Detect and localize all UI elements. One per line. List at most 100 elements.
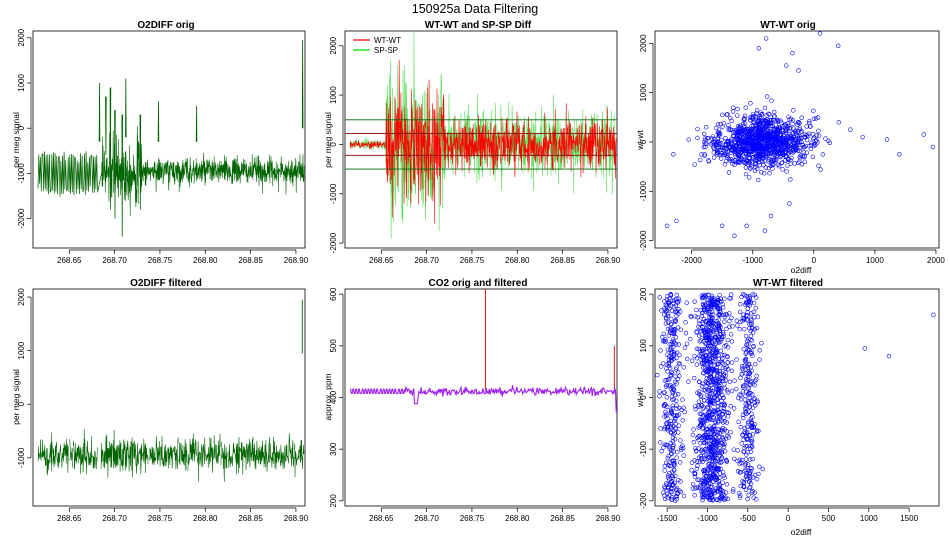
scatter-point [678,479,683,484]
scatter-point [668,322,674,327]
scatter-point [731,487,736,492]
scatter-point [734,160,739,165]
panel-o2diff-orig: O2DIFF orig per meg signal 268.65 268.70 2… [11,20,309,265]
scatter-point [770,141,776,147]
scatter-point [668,291,673,297]
scatter-point [679,407,684,412]
scatter-point [700,295,705,300]
scatter-point [681,365,686,370]
scatter-point [669,316,674,322]
scatter-point [740,318,745,324]
y-tick-label: 1000 [17,341,26,359]
scatter-point [735,106,740,112]
scatter-point [751,343,756,349]
scatter-point [676,430,681,435]
scatter-point [742,326,747,332]
scatter-point [680,418,685,423]
scatter-point [751,119,756,124]
scatter-point [739,371,745,377]
scatter-point [694,466,699,472]
scatter-point [712,356,718,362]
scatter-point [705,415,711,421]
scatter-point [675,449,680,455]
scatter-point [693,404,698,409]
scatter-point [711,497,716,502]
scatter-point [732,153,738,158]
series-lines [37,39,305,237]
scatter-point [718,471,723,476]
scatter-point [669,410,675,415]
o2diff-spike [114,110,116,219]
scatter-point [729,388,735,394]
scatter-point [810,154,815,159]
scatter-point [675,325,681,330]
scatter-point [701,144,706,150]
scatter-point [788,116,794,122]
o2diff-filtered-segment [294,443,298,478]
scatter-point [714,361,720,367]
scatter-point [716,390,721,395]
scatter-point [705,368,710,373]
scatter-point [816,163,821,168]
scatter-point [741,415,746,421]
scatter-point [780,167,785,172]
scatter-point [776,127,781,133]
scatter-point [667,342,672,347]
scatter-point [756,123,762,128]
scatter-point [717,380,722,385]
scatter-point [752,396,758,401]
scatter-point [750,432,756,437]
scatter-point [716,379,721,385]
scatter-point [699,348,705,354]
scatter-point [752,157,758,163]
scatter-point [705,370,710,375]
scatter-point [743,105,748,110]
scatter-point [736,491,742,496]
scatter-point [797,127,802,132]
plot-frame [654,30,940,249]
scatter-point [714,142,719,147]
scatter-point [797,154,802,160]
scatter-point [753,135,758,141]
scatter-point [674,406,679,411]
scatter-point [797,145,803,151]
scatter-point [802,132,808,137]
scatter-point [750,146,756,151]
y-axis-label: per meg signal [11,369,21,425]
scatter-outlier [921,132,926,137]
scatter-point [757,348,762,353]
scatter-point [744,371,749,376]
scatter-point [672,413,678,418]
scatter-point [706,159,712,164]
scatter-point [749,143,755,149]
scatter-point [719,360,725,365]
scatter-point [749,421,755,426]
scatter-point [657,295,662,300]
x-tick-label: 500 [822,514,836,523]
scatter-point [670,475,676,480]
scatter-point [739,146,745,151]
scatter-point [712,463,717,469]
scatter-point [720,402,725,408]
x-tick-label: 268.65 [369,256,394,265]
scatter-point [738,493,743,498]
scatter-point [722,497,727,502]
scatter-point [710,379,716,384]
scatter-point [663,409,668,415]
scatter-point [753,162,758,167]
scatter-point [761,171,767,176]
scatter-point [701,468,706,473]
scatter-outlier [848,127,853,132]
scatter-point [723,146,728,152]
scatter-point [759,123,764,128]
scatter-point [734,136,739,142]
scatter-point [694,329,699,334]
o2diff-filtered-segment [178,439,188,471]
scatter-point [661,445,666,450]
scatter-point [785,134,791,139]
scatter-point [735,151,740,157]
scatter-point [726,123,731,128]
scatter-point [756,142,762,147]
scatter-point [706,454,711,460]
scatter-point [710,428,715,433]
